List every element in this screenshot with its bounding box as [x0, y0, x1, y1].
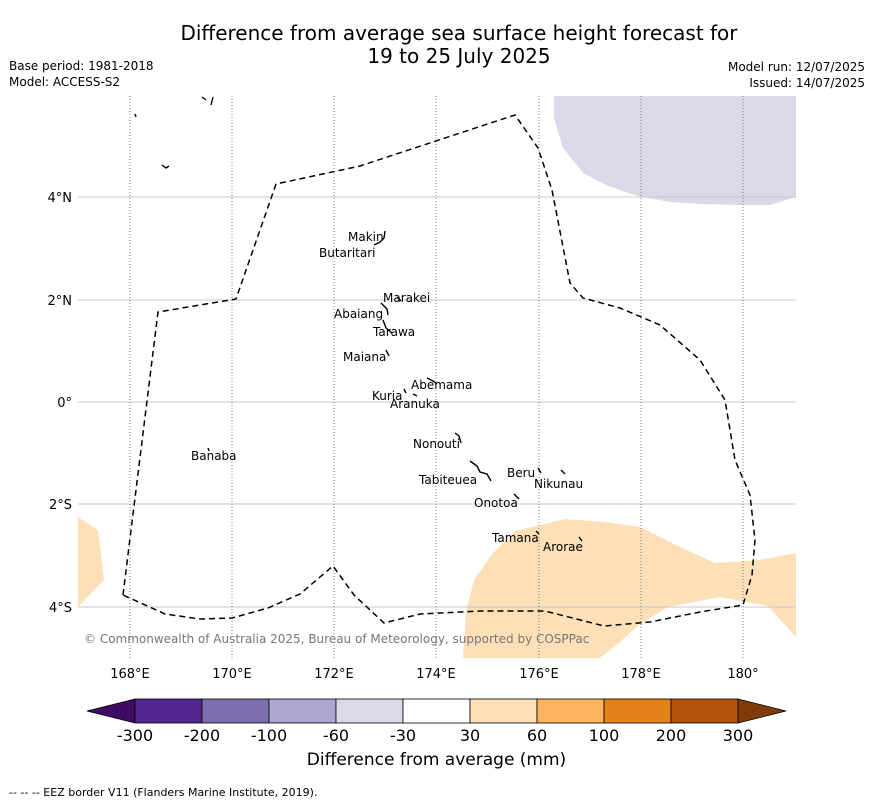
colorbar-segment — [402, 698, 471, 724]
lat-tick-label: 4°S — [49, 601, 72, 616]
label-tabiteuea: Tabiteuea — [418, 473, 477, 487]
lat-gridlines — [78, 196, 796, 608]
lon-gridlines — [129, 96, 744, 658]
colorbar-segment — [536, 698, 605, 724]
copyright-notice: © Commonwealth of Australia 2025, Bureau… — [84, 632, 590, 646]
label-maiana: Maiana — [343, 350, 386, 364]
label-arorae: Arorae — [543, 540, 583, 554]
label-butaritari: Butaritari — [319, 246, 376, 260]
base-period: Base period: 1981-2018 — [9, 59, 154, 73]
colorbar-tick-label: 60 — [527, 726, 547, 745]
colorbar-segment — [670, 698, 739, 724]
meta-left: Base period: 1981-2018 Model: ACCESS-S2 — [9, 58, 154, 90]
map-title: Difference from average sea surface heig… — [0, 22, 873, 68]
lon-tick-label: 170°E — [212, 667, 252, 682]
colorbar-tick-label: -200 — [184, 726, 220, 745]
eez-footnote: -- -- -- EEZ border V11 (Flanders Marine… — [9, 786, 318, 799]
colorbar-tick-label: -30 — [390, 726, 416, 745]
lat-tick-label: 2°N — [48, 294, 73, 309]
lon-tick-label: 174°E — [416, 667, 456, 682]
colorbar-segment — [469, 698, 538, 724]
title-line-1: Difference from average sea surface heig… — [180, 21, 738, 45]
lat-tick-labels: 4°N 2°N 0° 2°S 4°S — [48, 191, 73, 616]
lat-tick-label: 0° — [57, 396, 72, 411]
label-aranuka: Aranuka — [390, 397, 440, 411]
colorbar-segment — [201, 698, 270, 724]
colorbar — [86, 698, 787, 724]
negative-anomaly-area — [554, 96, 796, 205]
colorbar-tick-label: 200 — [656, 726, 687, 745]
colorbar-tick-label: 300 — [723, 726, 754, 745]
model-run: Model run: 12/07/2025 — [727, 60, 865, 74]
label-nikunau: Nikunau — [534, 477, 583, 491]
positive-anomaly-area-south — [463, 519, 796, 658]
lat-tick-label: 2°S — [49, 498, 72, 513]
colorbar-extend-low — [86, 698, 136, 724]
label-marakei: Marakei — [383, 291, 430, 305]
label-kuria: Kuria — [372, 389, 403, 403]
label-banaba: Banaba — [191, 449, 237, 463]
label-abaiang: Abaiang — [334, 307, 383, 321]
label-makin: Makin — [348, 230, 384, 244]
lon-tick-labels: 168°E 170°E 172°E 174°E 176°E 178°E 180° — [110, 667, 758, 682]
colorbar-tick-labels: -300 -200 -100 -60 -30 30 60 100 200 300 — [117, 726, 753, 745]
lon-tick-label: 176°E — [519, 667, 559, 682]
colorbar-tick-label: -300 — [117, 726, 153, 745]
colorbar-segment — [335, 698, 404, 724]
colorbar-segment — [268, 698, 337, 724]
meta-right: Model run: 12/07/2025 Issued: 14/07/2025 — [728, 59, 865, 91]
colorbar-title: Difference from average (mm) — [306, 750, 567, 770]
model-name: Model: ACCESS-S2 — [9, 75, 121, 89]
colorbar-segment — [603, 698, 672, 724]
colorbar-tick-label: -60 — [323, 726, 349, 745]
colorbar-segment — [134, 698, 203, 724]
colorbar-tick-label: -100 — [251, 726, 287, 745]
lon-tick-label: 172°E — [314, 667, 354, 682]
label-tamana: Tamana — [491, 531, 539, 545]
label-abemama: Abemama — [411, 378, 472, 392]
positive-anomaly-area-west — [78, 517, 104, 607]
label-tarawa: Tarawa — [372, 325, 415, 339]
eez-border — [122, 114, 756, 627]
lat-tick-label: 4°N — [48, 191, 73, 206]
island-labels: Makin Butaritari Marakei Abaiang Tarawa … — [191, 230, 583, 554]
title-line-2: 19 to 25 July 2025 — [367, 44, 551, 68]
label-onotoa: Onotoa — [474, 496, 518, 510]
lon-tick-label: 178°E — [621, 667, 661, 682]
colorbar-tick-label: 100 — [589, 726, 620, 745]
map-area — [78, 96, 796, 658]
lon-tick-label: 168°E — [110, 667, 150, 682]
issued-date: Issued: 14/07/2025 — [749, 76, 865, 90]
colorbar-extend-high — [737, 698, 787, 724]
label-nonouti: Nonouti — [413, 437, 460, 451]
label-beru: Beru — [507, 466, 535, 480]
colorbar-tick-label: 30 — [460, 726, 480, 745]
lon-tick-label: 180° — [727, 667, 758, 682]
island-shapes — [134, 96, 583, 542]
